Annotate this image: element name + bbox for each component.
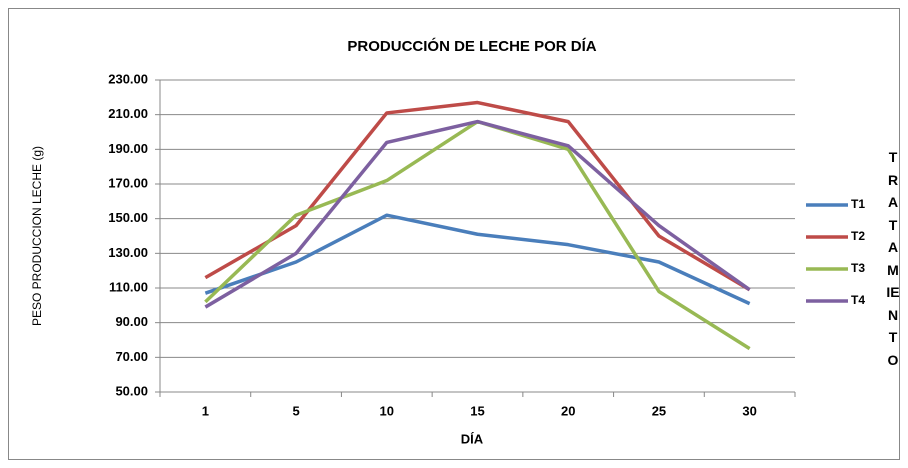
y-tick-label: 70.00 bbox=[115, 349, 148, 364]
y-tick-label: 190.00 bbox=[108, 141, 148, 156]
x-tick-label: 5 bbox=[292, 403, 299, 418]
x-tick-label: 1 bbox=[202, 403, 209, 418]
y-tick-label: 170.00 bbox=[108, 175, 148, 190]
legend-label: T4 bbox=[851, 293, 865, 307]
y-axis-label: PESO PRODUCCION LECHE (g) bbox=[30, 146, 44, 326]
x-tick-label: 25 bbox=[652, 403, 666, 418]
chart-border bbox=[8, 8, 900, 460]
legend-title: TRATAMIENTO bbox=[886, 149, 900, 368]
chart-title: PRODUCCIÓN DE LECHE POR DÍA bbox=[347, 37, 596, 55]
y-tick-label: 130.00 bbox=[108, 245, 148, 260]
y-tick-label: 150.00 bbox=[108, 210, 148, 225]
series-line bbox=[204, 100, 751, 292]
y-tick-label: 90.00 bbox=[115, 314, 148, 329]
legend-label: T2 bbox=[851, 229, 865, 243]
legend-label: T1 bbox=[851, 197, 865, 211]
x-tick-label: 15 bbox=[470, 403, 484, 418]
x-tick-label: 10 bbox=[380, 403, 394, 418]
y-tick-label: 50.00 bbox=[115, 383, 148, 398]
x-axis-label: DÍA bbox=[461, 431, 484, 446]
y-tick-label: 230.00 bbox=[108, 71, 148, 86]
series-line bbox=[204, 119, 751, 309]
x-tick-label: 20 bbox=[561, 403, 575, 418]
y-tick-label: 110.00 bbox=[109, 279, 148, 294]
legend-label: T3 bbox=[851, 261, 865, 275]
x-tick-label: 30 bbox=[742, 403, 756, 418]
series-line bbox=[204, 213, 751, 306]
y-tick-label: 210.00 bbox=[108, 106, 148, 121]
